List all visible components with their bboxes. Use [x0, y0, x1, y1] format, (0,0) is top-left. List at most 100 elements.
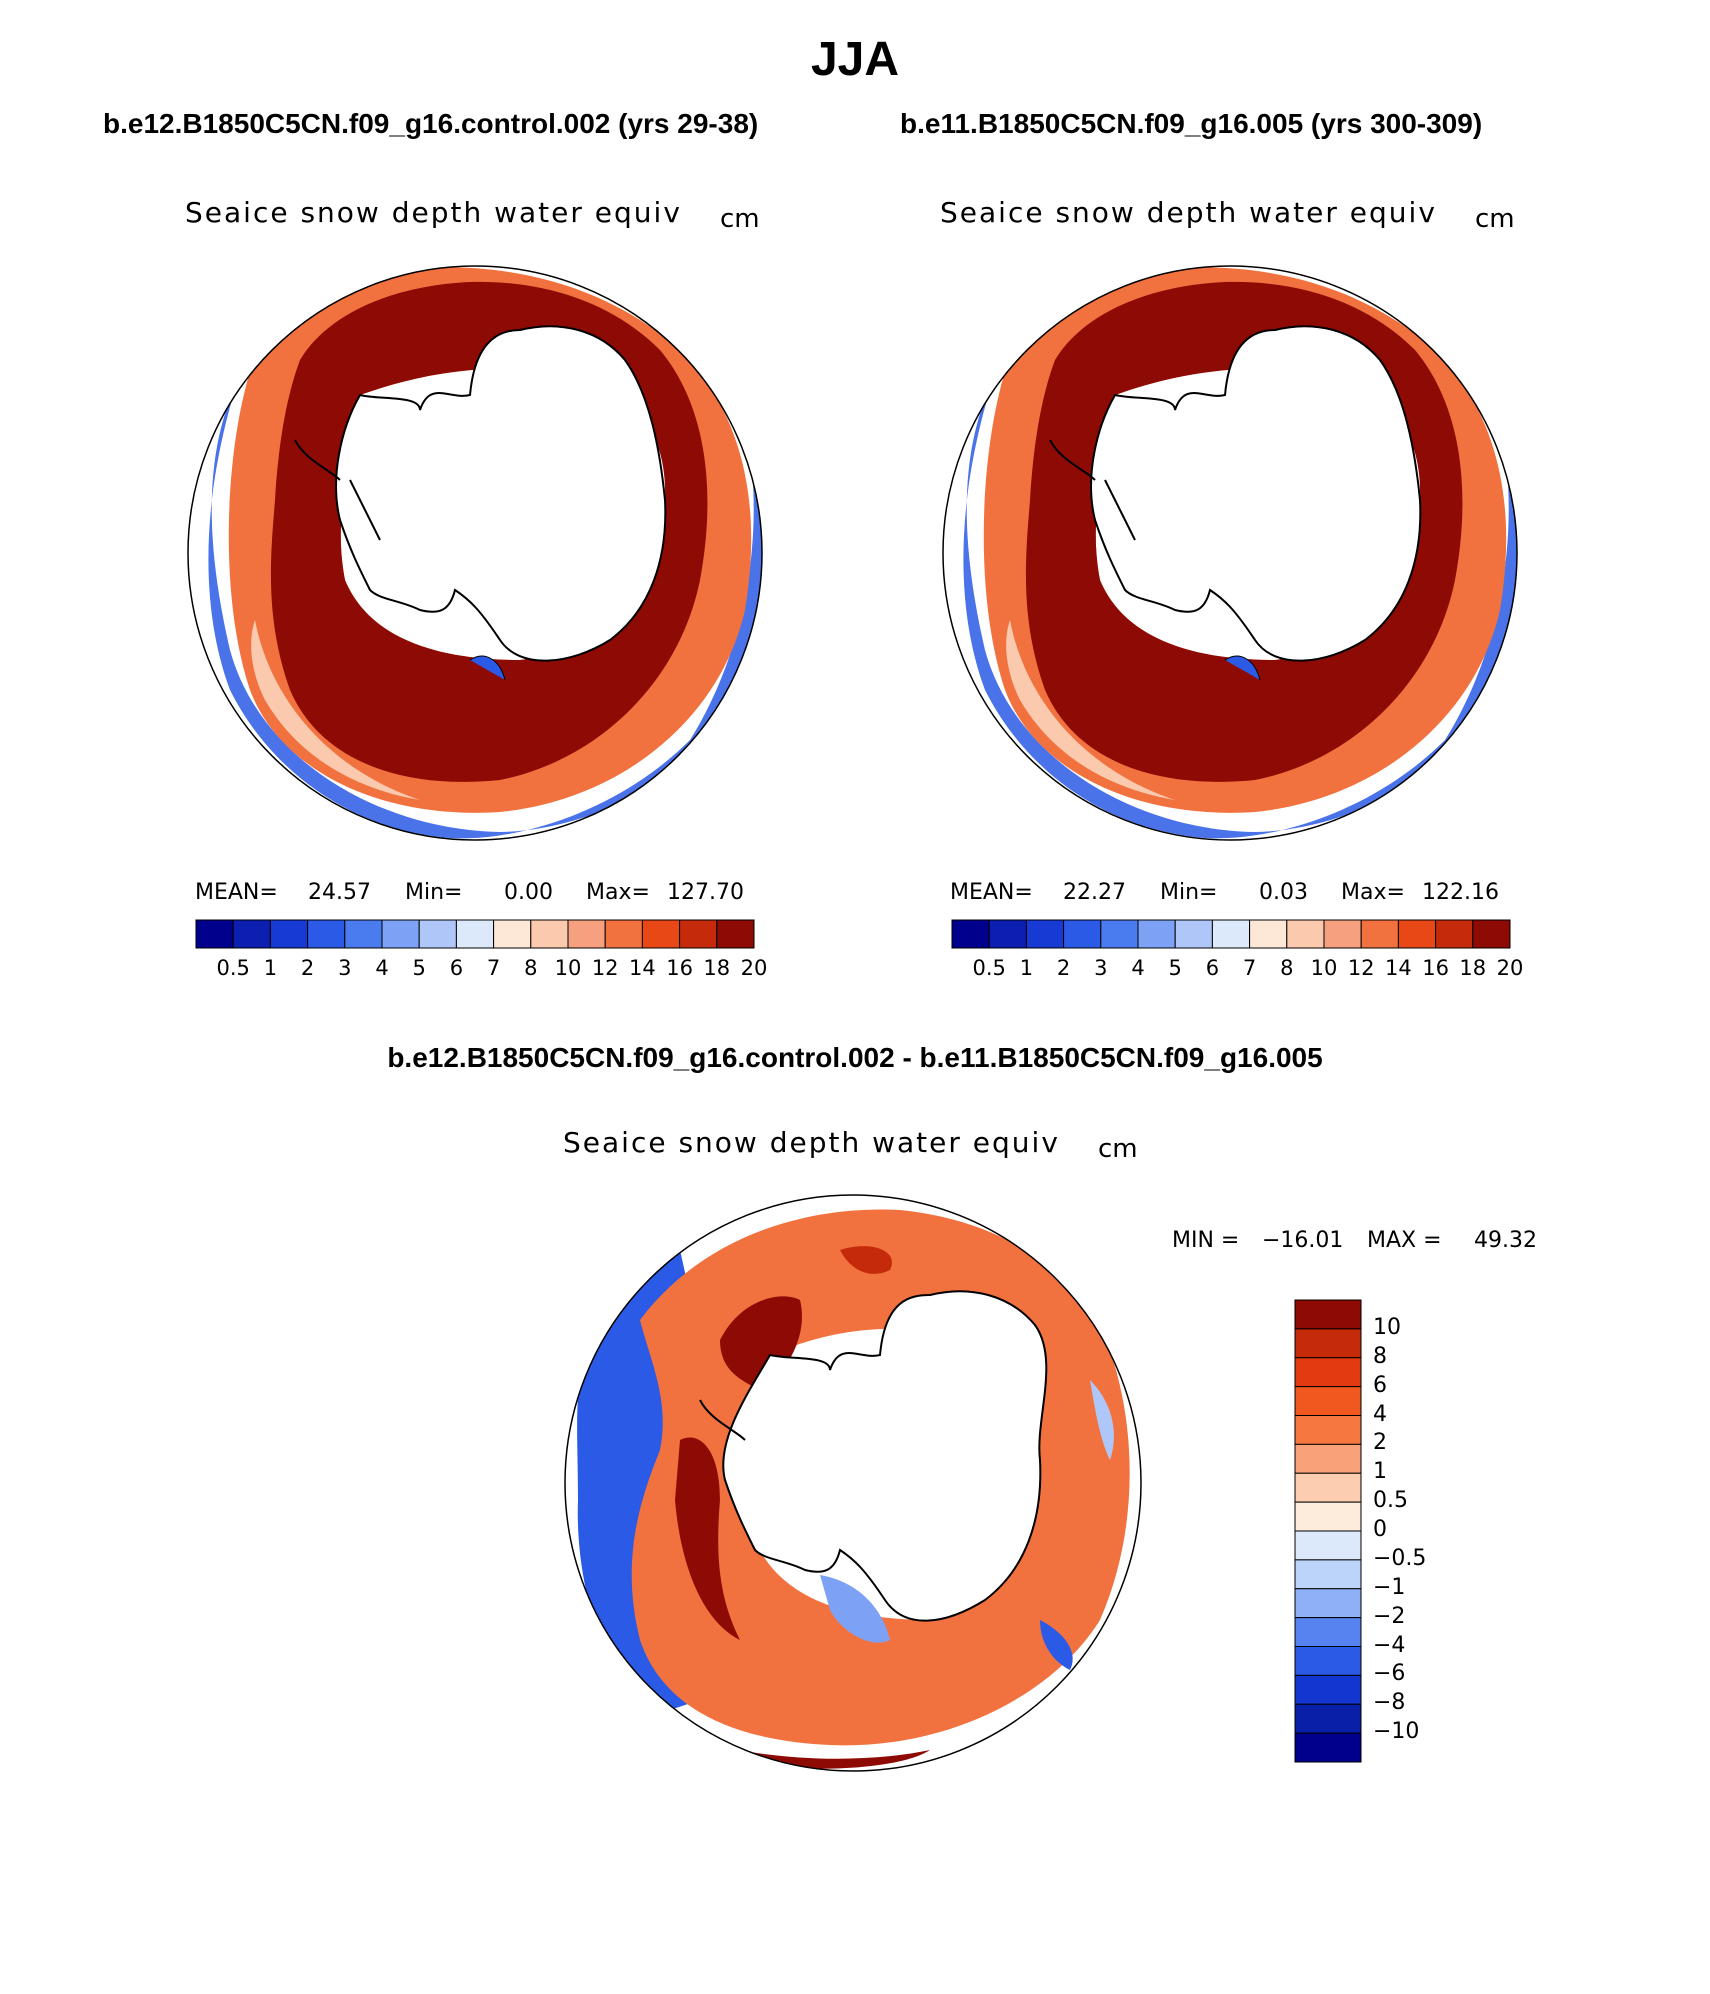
- difference-colorbar-box-5: [1294, 1443, 1362, 1474]
- difference-units: cm: [1098, 1134, 1138, 1164]
- panel-left-units: cm: [720, 204, 760, 234]
- difference-map-border: [564, 1194, 1142, 1772]
- difference-colorbar-tick-label: 10: [1373, 1314, 1401, 1340]
- panel-right-case-title: b.e11.B1850C5CN.f09_g16.005 (yrs 300-309…: [900, 108, 1483, 139]
- difference-colorbar-tick-label: 6: [1373, 1372, 1387, 1398]
- panel-right-variable-title: Seaice snow depth water equiv: [940, 196, 1437, 229]
- panel-right-units: cm: [1475, 204, 1515, 234]
- panel-left-colorbar-tick-label: 3: [338, 956, 352, 980]
- difference-colorbar-box-12: [1294, 1646, 1362, 1676]
- panel-left-colorbar-box-0: [195, 919, 234, 949]
- panel-left-colorbar-box-14: [716, 919, 755, 949]
- panel-left-colorbar-tick-label: 14: [629, 956, 656, 980]
- difference-colorbar-box-15: [1294, 1732, 1362, 1763]
- difference-colorbar-box-8: [1294, 1530, 1362, 1561]
- panel-left-colorbar-tick-label: 4: [375, 956, 389, 980]
- panel-right-colorbar-box-1: [988, 919, 1027, 949]
- panel-left-max-value: 127.70: [667, 880, 744, 905]
- panel-right-mean-value: 22.27: [1063, 880, 1126, 905]
- panel-right-colorbar-box-14: [1472, 919, 1511, 949]
- panel-right-mean-label: MEAN=: [950, 880, 1033, 905]
- panel-left-mean-label: MEAN=: [195, 880, 278, 905]
- panel-left-colorbar-box-9: [530, 919, 569, 949]
- difference-colorbar-box-10: [1294, 1588, 1362, 1619]
- panel-right-min-label: Min=: [1160, 880, 1218, 905]
- difference-colorbar-box-4: [1294, 1415, 1362, 1445]
- panel-left-case-title: b.e12.B1850C5CN.f09_g16.control.002 (yrs…: [103, 108, 759, 139]
- panel-left-max-label: Max=: [586, 880, 650, 905]
- difference-colorbar-box-7: [1294, 1501, 1362, 1532]
- panel-right-max-value: 122.16: [1422, 880, 1499, 905]
- panel-right-max-label: Max=: [1341, 880, 1405, 905]
- difference-colorbar-tick-label: −0.5: [1373, 1545, 1427, 1571]
- difference-colorbar-box-14: [1294, 1703, 1362, 1734]
- panel-right-colorbar-tick-label: 0.5: [972, 956, 1006, 980]
- difference-map: [565, 1195, 1141, 1771]
- difference-variable-title: Seaice snow depth water equiv: [563, 1126, 1060, 1159]
- panel-left-colorbar-box-3: [307, 919, 346, 949]
- panel-left-colorbar-tick-label: 5: [412, 956, 426, 980]
- panel-right-colorbar-box-7: [1211, 919, 1251, 949]
- panel-left-colorbar-tick-label: 6: [449, 956, 464, 980]
- panel-left-colorbar-box-6: [418, 919, 457, 949]
- difference-colorbar-box-13: [1294, 1674, 1362, 1705]
- difference-min-label: MIN =: [1172, 1228, 1240, 1253]
- difference-max-value: 49.32: [1474, 1228, 1537, 1253]
- panel-left-variable-title: Seaice snow depth water equiv: [185, 196, 682, 229]
- panel-right-colorbar-box-11: [1360, 919, 1399, 949]
- difference-colorbar-tick-label: 8: [1373, 1343, 1387, 1369]
- panel-left-colorbar-box-1: [232, 919, 271, 949]
- panel-left-colorbar-tick-label: 10: [554, 956, 582, 980]
- panel-left-colorbar-box-11: [604, 919, 643, 949]
- panel-left-colorbar-box-4: [344, 919, 383, 949]
- difference-colorbar-box-9: [1294, 1559, 1362, 1590]
- difference-colorbar-tick-label: −8: [1373, 1690, 1406, 1716]
- panel-left-colorbar-tick-label: 18: [703, 956, 731, 980]
- difference-min-value: −16.01: [1262, 1228, 1344, 1253]
- panel-left-colorbar-tick-label: 2: [300, 956, 315, 980]
- difference-max-label: MAX =: [1367, 1228, 1442, 1253]
- panel-left-colorbar-tick-label: 1: [263, 956, 278, 980]
- panel-right-colorbar-box-6: [1174, 919, 1213, 949]
- panel-right-min-value: 0.03: [1259, 880, 1308, 905]
- difference-colorbar-tick-label: 0.5: [1373, 1488, 1408, 1514]
- panel-left-colorbar-box-7: [455, 919, 495, 949]
- panel-right-colorbar-box-12: [1397, 919, 1437, 949]
- panel-left-colorbar-box-2: [269, 919, 309, 949]
- difference-colorbar-tick-label: −4: [1373, 1632, 1406, 1658]
- panel-right-colorbar-tick-label: 7: [1242, 956, 1257, 980]
- panel-right-colorbar-box-2: [1025, 919, 1065, 949]
- panel-left-colorbar-box-5: [381, 919, 420, 949]
- difference-colorbar-tick-label: −1: [1373, 1574, 1406, 1600]
- difference-colorbar-box-3: [1294, 1386, 1362, 1416]
- panel-left-mean-value: 24.57: [308, 880, 371, 905]
- panel-right-colorbar-box-10: [1323, 919, 1362, 949]
- panel-left-colorbar: [195, 919, 755, 949]
- panel-right-map-border: [942, 265, 1518, 841]
- panel-left-colorbar-tick-label: 20: [740, 956, 768, 980]
- panel-left-colorbar-tick-label: 8: [524, 956, 538, 980]
- panel-right-colorbar-box-9: [1286, 919, 1325, 949]
- panel-left-colorbar-box-12: [641, 919, 681, 949]
- difference-colorbar: [1294, 1299, 1362, 1763]
- difference-colorbar-tick-label: 2: [1373, 1430, 1387, 1456]
- panel-right-colorbar-tick-label: 1: [1019, 956, 1034, 980]
- panel-right-colorbar-tick-label: 3: [1094, 956, 1108, 980]
- panel-right-colorbar-tick-label: 14: [1385, 956, 1412, 980]
- panel-right-colorbar-box-5: [1137, 919, 1176, 949]
- panel-left-colorbar-box-13: [679, 919, 718, 949]
- panel-left-colorbar-tick-label: 0.5: [216, 956, 250, 980]
- panel-right-colorbar-tick-label: 5: [1168, 956, 1182, 980]
- panel-right-colorbar-tick-label: 18: [1459, 956, 1487, 980]
- difference-colorbar-box-11: [1294, 1617, 1362, 1647]
- panel-left-min-label: Min=: [405, 880, 463, 905]
- difference-title: b.e12.B1850C5CN.f09_g16.control.002 - b.…: [387, 1042, 1323, 1073]
- difference-colorbar-tick-label: −10: [1373, 1719, 1420, 1745]
- panel-left-map-border: [187, 265, 763, 841]
- panel-right-colorbar: [951, 919, 1511, 949]
- panel-right-colorbar-tick-label: 20: [1496, 956, 1524, 980]
- panel-right-colorbar-tick-label: 10: [1310, 956, 1338, 980]
- panel-right-colorbar-box-3: [1063, 919, 1102, 949]
- panel-left-colorbar-tick-label: 16: [666, 956, 693, 980]
